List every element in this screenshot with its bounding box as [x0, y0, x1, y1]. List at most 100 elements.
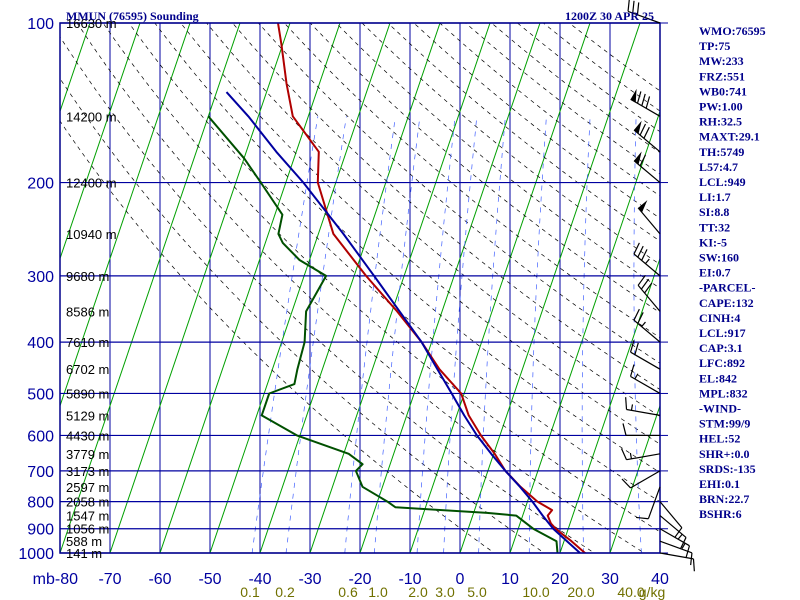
mixing-ratio-label: 40.0	[617, 584, 644, 600]
wind-barb	[633, 120, 661, 153]
barb-full	[637, 274, 646, 286]
wind-barb	[630, 88, 661, 117]
index-entry: CAPE:132	[699, 296, 754, 310]
barb-staff	[637, 284, 661, 312]
wind-barb	[637, 200, 661, 235]
dry-adiabat-line	[102, 23, 660, 533]
height-label: 9680 m	[66, 269, 109, 284]
barb-full	[636, 516, 649, 520]
index-entry: LCL:917	[699, 326, 746, 340]
index-entry: LI:1.7	[699, 190, 731, 204]
index-entry: L57:4.7	[699, 160, 738, 174]
barb-full	[641, 93, 646, 106]
index-entry: BSHR:6	[699, 507, 742, 521]
temperature-label: -20	[348, 571, 371, 588]
mixing-ratio-label: 2.0	[408, 584, 428, 600]
dry-adiabat-line	[60, 120, 495, 553]
barb-half	[644, 258, 650, 265]
dry-adiabat-line	[180, 23, 660, 445]
mixing-ratio-label: 5.0	[467, 584, 487, 600]
barb-full	[692, 558, 695, 572]
barb-staff	[637, 207, 661, 235]
height-label: 3779 m	[66, 447, 109, 462]
index-entry: TP:75	[699, 39, 730, 53]
isotherm-line	[109, 23, 291, 553]
pressure-label: 1000	[18, 546, 54, 563]
index-entry: HEL:52	[699, 432, 740, 446]
barb-half	[630, 404, 634, 411]
wind-barb	[637, 274, 661, 312]
index-entry: CINH:4	[699, 311, 740, 325]
barb-staff	[626, 408, 661, 416]
height-label: 4430 m	[66, 428, 109, 443]
dry-adiabat-line	[76, 23, 645, 553]
wind-barb	[636, 486, 661, 520]
isotherm-line	[60, 23, 91, 113]
barb-half	[641, 321, 646, 328]
index-entry: WB0:741	[699, 84, 747, 98]
barb-staff	[630, 351, 661, 370]
temperature-label: 0	[456, 571, 465, 588]
barb-full	[632, 0, 635, 14]
barb-full	[641, 249, 648, 261]
temperature-label: mb-80	[33, 571, 78, 588]
station-title: MMUN (76595) Sounding	[66, 9, 199, 23]
index-entry: MPL:832	[699, 386, 748, 400]
mixing-ratio-label: 0.2	[275, 584, 295, 600]
barb-staff	[633, 319, 661, 343]
barb-full	[627, 0, 630, 12]
barb-full	[625, 397, 628, 410]
mixing-ratio-label: 10.0	[522, 584, 549, 600]
barb-half	[629, 452, 633, 459]
pressure-label: 500	[27, 386, 54, 403]
height-label: 3173 m	[66, 464, 109, 479]
height-label: 1547 m	[66, 509, 109, 524]
barb-full	[633, 242, 640, 255]
index-entry: TT:32	[699, 220, 730, 234]
temperature-label: -10	[398, 571, 421, 588]
index-entry: SW:160	[699, 251, 739, 265]
mixing-ratio-label: g/kg	[639, 584, 665, 600]
isotherm-line	[359, 23, 541, 553]
isotherm-line	[209, 23, 391, 553]
barb-full	[622, 423, 627, 436]
barb-pennant	[638, 200, 648, 213]
index-entry: RH:32.5	[699, 115, 742, 129]
wind-barb	[659, 540, 693, 566]
barb-full	[640, 278, 650, 290]
barb-full	[620, 448, 628, 460]
wind-barb	[633, 151, 661, 184]
pressure-label: 600	[27, 428, 54, 445]
index-entry: -PARCEL-	[699, 281, 755, 295]
mixing-ratio-label: 0.6	[338, 584, 358, 600]
index-entry: -WIND-	[699, 402, 741, 416]
barb-full	[621, 478, 631, 489]
wind-barb	[659, 515, 687, 549]
barb-staff	[659, 540, 693, 554]
temperature-label: -50	[198, 571, 221, 588]
barb-pennant	[630, 88, 637, 103]
isotherm-line	[409, 23, 591, 553]
index-entry: EI:0.7	[699, 266, 731, 280]
barb-full	[685, 545, 691, 558]
index-entry: WMO:76595	[699, 24, 766, 38]
barb-staff	[626, 453, 661, 461]
index-entry: SHR+:0.0	[699, 447, 750, 461]
height-label: 8586 m	[66, 304, 109, 319]
isotherm-line	[459, 23, 641, 553]
barb-half	[681, 542, 686, 549]
isotherm-line	[509, 109, 660, 553]
background-grid	[60, 23, 660, 553]
mixing-ratio-label: 1.0	[368, 584, 388, 600]
barb-full	[629, 364, 635, 377]
index-entry: TH:5749	[699, 145, 744, 159]
dry-adiabat-line	[284, 23, 660, 339]
isotherm-line	[60, 23, 191, 408]
pressure-label: 100	[27, 16, 54, 33]
index-entry: LFC:892	[699, 356, 745, 370]
dewpoint-profile-line	[207, 115, 560, 553]
barb-staff	[633, 253, 661, 277]
barb-full	[633, 308, 640, 321]
